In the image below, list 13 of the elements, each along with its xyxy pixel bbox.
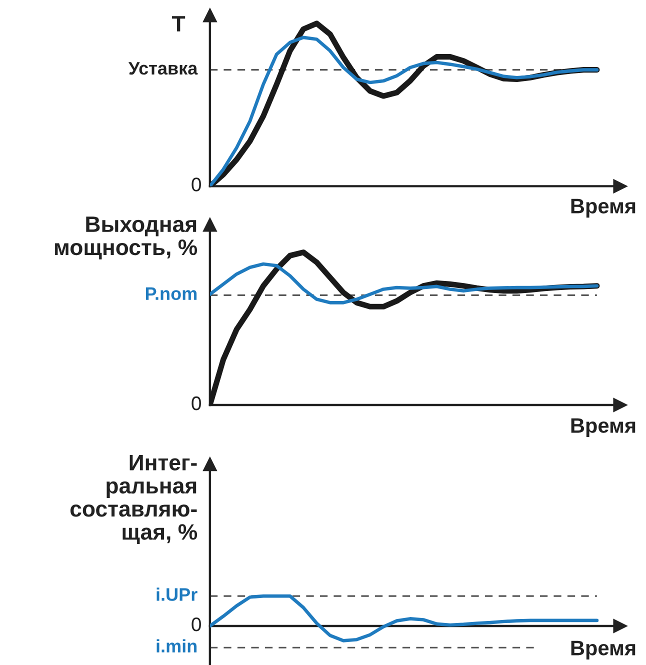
text: 0 <box>192 396 201 410</box>
x-axis-title: Время <box>571 418 636 438</box>
x-axis-title: Время <box>571 640 636 660</box>
y-axis-title: Интег- ральная составляю- щая, % <box>70 454 198 544</box>
text: 0 <box>192 178 201 192</box>
ref-line-label: i.min <box>156 639 197 652</box>
ref-line-label: P.nom <box>146 287 197 300</box>
y-axis-title: T <box>172 16 186 32</box>
x-axis-title: Время <box>571 198 636 218</box>
y-axis-title: Выходная мощность, % <box>55 216 198 260</box>
ref-line-label: i.UPr <box>156 588 198 601</box>
ref-line-label: Уставка <box>128 62 198 75</box>
text: 0 <box>192 617 201 632</box>
